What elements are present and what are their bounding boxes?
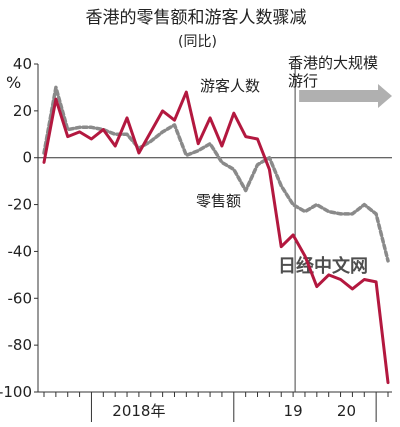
- annotation-arrow: [299, 84, 392, 108]
- series-label-retail: 零售额: [196, 192, 241, 210]
- visitor-arrivals-line: [42, 90, 390, 385]
- y-unit: %: [6, 73, 21, 92]
- watermark: 日经中文网: [278, 255, 368, 277]
- y-tick-label: -60: [8, 289, 33, 307]
- x-axis: 2018年 19 20: [38, 391, 392, 422]
- series-layer: [42, 85, 390, 385]
- x-tick-label: 20: [337, 402, 356, 420]
- y-tick-label: -80: [8, 336, 33, 354]
- chart-subtitle: (同比): [178, 34, 217, 50]
- y-tick-label: -40: [8, 242, 33, 260]
- retail-sales-line: [42, 85, 390, 263]
- x-tick-label: 19: [284, 402, 303, 420]
- protest-annotation: 香港的大规模 游行: [288, 54, 392, 392]
- y-tick-label: -100: [0, 383, 32, 401]
- x-tick-label: 2018年: [112, 402, 165, 420]
- chart-title: 香港的零售额和游客人数骤减: [86, 8, 307, 28]
- series-label-visitors: 游客人数: [200, 77, 260, 95]
- y-tick-label: 20: [13, 102, 32, 120]
- y-tick-label: 0: [22, 149, 32, 167]
- y-tick-label: -20: [8, 196, 33, 214]
- annotation-label-line2: 游行: [288, 72, 318, 90]
- y-tick-label: 40: [13, 55, 32, 73]
- annotation-label: 香港的大规模: [288, 54, 378, 72]
- y-axis: 40 20 0 -20 -40 -60 -80 -100: [0, 55, 392, 401]
